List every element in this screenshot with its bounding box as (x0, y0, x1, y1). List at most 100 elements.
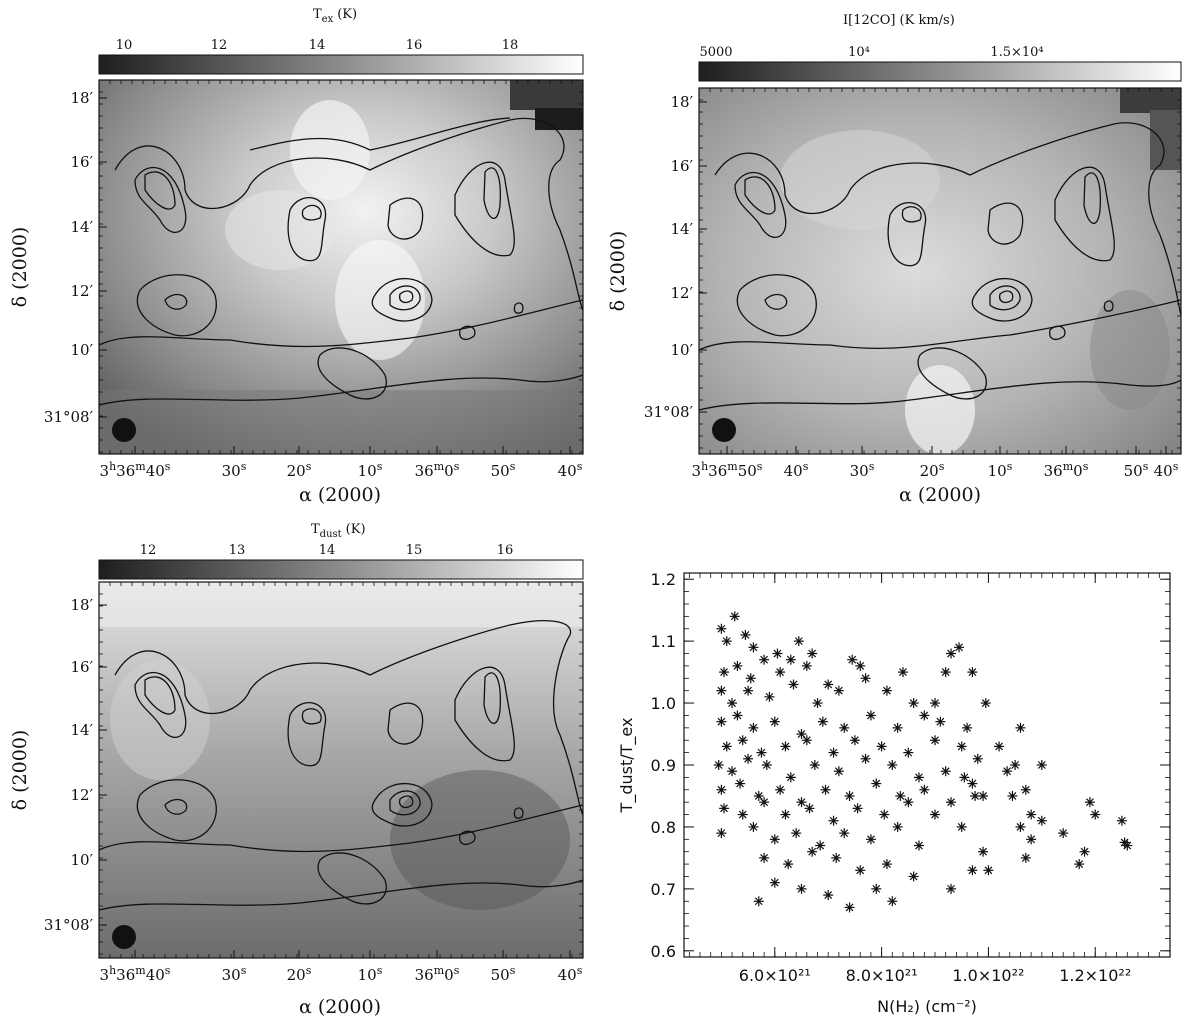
cbar-tick-label: 12 (140, 543, 157, 558)
scatter-point (1026, 834, 1037, 845)
scatter-point (1015, 821, 1026, 832)
scatter-point (796, 797, 807, 808)
dec-ticks-co: 18′ 16′ 14′ 12′ 10′ 31°08′ (644, 93, 707, 421)
scatter-point (847, 654, 858, 665)
scatter-point (913, 772, 924, 783)
scatter-point (919, 784, 930, 795)
cbar-tick-label: 10 (116, 38, 133, 53)
scatter-point (903, 747, 914, 758)
ra-tick-label: 36m0s (1044, 460, 1089, 481)
ra-tick-label: 30s (222, 964, 247, 985)
scatter-point (897, 667, 908, 678)
scatter-point (796, 883, 807, 894)
cbar-tick-label: 14 (319, 543, 336, 558)
dec-tick-label: 12′ (71, 282, 94, 300)
dec-tick-label: 31°08′ (44, 916, 94, 934)
scatter-point (954, 642, 965, 653)
ra-tick-label: 20s (287, 964, 312, 985)
cbar-title-co: I[12CO] (K km/s) (843, 13, 955, 28)
scatter-point (735, 778, 746, 789)
scatter-point (791, 828, 802, 839)
xlabel-co: α (2000) (899, 484, 981, 506)
scatter-point (887, 760, 898, 770)
ra-ticks-co: 3h36m50s 40s 30s 20s 10s 36m0s 50s 40s (692, 446, 1179, 480)
frame-ticks-tdust (99, 582, 583, 958)
cbar-tick-label: 15 (406, 543, 423, 558)
scatter-point (849, 735, 860, 746)
cbar-tick-label: 1.5×10⁴ (990, 45, 1043, 60)
scatter-point (793, 636, 804, 647)
scatter-point (978, 846, 989, 857)
scatter-point (970, 790, 981, 801)
scatter-point (769, 877, 780, 888)
scatter-point (729, 611, 740, 622)
beam-tdust (112, 925, 136, 949)
scatter-point (769, 716, 780, 727)
scatter-point (716, 685, 727, 696)
scatter-point (801, 660, 812, 671)
contours-co (699, 122, 1181, 411)
ra-ticks-tex: 3h36m40s 30s 20s 10s 36m0s 50s 40s (100, 446, 583, 480)
scatter-point (753, 790, 764, 801)
scatter-point (780, 741, 791, 752)
beam-co (712, 418, 736, 442)
scatter-point (959, 772, 970, 783)
scatter-point (1090, 809, 1101, 820)
ra-tick-label: 36m0s (415, 964, 460, 985)
ra-tick-label: 50s (491, 460, 516, 481)
panel-tex: Tex (K) 10 12 14 16 18 (9, 7, 584, 506)
scatter-ytick-label: 0.7 (651, 880, 676, 899)
scatter-point (1074, 859, 1085, 870)
scatter-point (930, 809, 941, 820)
ra-tick-label: 40s (558, 460, 583, 481)
cbar-tick-label: 10⁴ (848, 45, 870, 60)
scatter-point (940, 667, 951, 678)
scatter-point (1079, 846, 1090, 857)
ylabel-tdust: δ (2000) (9, 730, 31, 811)
scatter-point (903, 797, 914, 808)
colorbar-co (698, 61, 1182, 82)
map-co-features (699, 88, 1181, 454)
dec-tick-label: 10′ (671, 341, 694, 359)
scatter-point (743, 753, 754, 764)
scatter-point (828, 747, 839, 758)
scatter-xtick-label: 1.2×10²² (1059, 966, 1131, 985)
cbar-tick-label: 13 (229, 543, 246, 558)
scatter-ytick-label: 1.0 (651, 694, 676, 713)
scatter-xtick-label: 1.0×10²² (952, 966, 1024, 985)
ra-tick-label: 50s (1124, 460, 1149, 481)
scatter-point (719, 803, 730, 814)
scatter-point (871, 883, 882, 894)
scatter-point (865, 710, 876, 721)
cbar-tick-label: 16 (406, 38, 423, 53)
scatter-point (812, 698, 823, 709)
scatter-point (807, 648, 818, 659)
ra-tick-label: 10s (358, 964, 383, 985)
scatter-ytick-label: 0.9 (651, 756, 676, 775)
scatter-point (817, 716, 828, 727)
scatter-point (761, 760, 772, 770)
scatter-point (946, 797, 957, 808)
scatter-point (940, 766, 951, 777)
scatter-point (785, 654, 796, 665)
scatter-point (737, 809, 748, 820)
cbar-title-tdust: Tdust (K) (311, 522, 366, 540)
cbar-tick-label: 12 (211, 38, 228, 53)
ra-tick-label: 30s (850, 460, 875, 481)
ra-tick-label: 3h36m40s (100, 460, 171, 481)
scatter-point (796, 729, 807, 740)
scatter-point (946, 648, 957, 659)
dec-tick-label: 12′ (671, 284, 694, 302)
scatter-point (876, 741, 887, 752)
scatter-point (756, 747, 767, 758)
scatter-point (994, 741, 1005, 752)
scatter-point (833, 685, 844, 696)
ra-tick-label: 20s (920, 460, 945, 481)
scatter-point (913, 840, 924, 851)
panel-scatter: 0.6 0.7 0.8 0.9 1.0 1.1 1.2 6.0×10²¹ 8.0×10²¹ 1.0… (617, 570, 1171, 1016)
dec-tick-label: 16′ (71, 153, 94, 171)
scatter-point (732, 710, 743, 721)
ra-ticks-tdust: 3h36m40s 30s 20s 10s 36m0s 50s 40s (100, 950, 583, 984)
scatter-point (801, 735, 812, 746)
